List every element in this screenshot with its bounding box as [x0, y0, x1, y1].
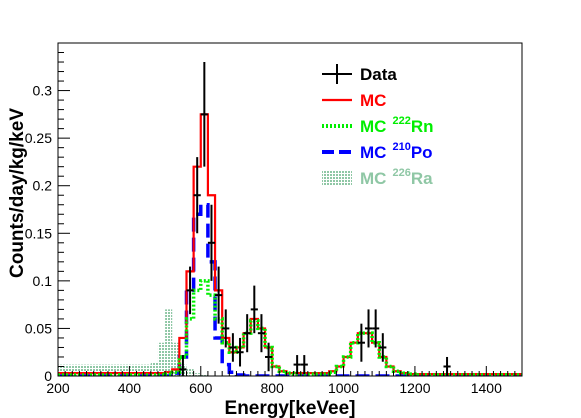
y-axis-title: Counts/day/kg/keV	[7, 108, 28, 278]
data-point	[222, 309, 230, 348]
y-tick-label: 0.2	[33, 178, 53, 194]
legend-label: MC	[360, 91, 386, 110]
data-point	[443, 356, 451, 376]
legend: Data MC MC 222Rn MC 210Po MC 226Ra	[322, 64, 433, 188]
data-point	[236, 337, 244, 367]
data-point	[179, 355, 187, 376]
legend-label: MC 226Ra	[360, 167, 433, 188]
x-tick-label: 600	[189, 380, 213, 396]
x-tick-label: 400	[118, 380, 142, 396]
data-point	[250, 285, 258, 334]
data-point	[372, 309, 380, 348]
y-axis: 0 0.05 0.1 0.15 0.2 0.25 0.3	[25, 42, 70, 384]
y-tick-label: 0	[44, 368, 52, 384]
y-tick-label: 0.05	[25, 320, 52, 336]
x-tick-label: 1400	[471, 380, 502, 396]
x-axis: 200 400 600 800 1000 1200 1400	[46, 366, 523, 396]
plot-frame	[57, 42, 523, 377]
y-tick-label: 0.25	[25, 130, 52, 146]
data-point	[215, 266, 223, 324]
y-tick-label: 0.1	[33, 273, 53, 289]
data-point	[265, 342, 273, 372]
legend-item-data: Data	[322, 64, 397, 84]
legend-item-mc_rn222: MC 222Rn	[322, 115, 433, 136]
x-tick-label: 1200	[399, 380, 430, 396]
data-point	[364, 309, 373, 348]
data-point	[193, 157, 201, 234]
legend-item-mc_po210: MC 210Po	[322, 141, 433, 162]
x-tick-label: 800	[260, 380, 284, 396]
data-point	[293, 355, 301, 375]
legend-item-mc: MC	[322, 91, 386, 110]
plot-background	[58, 43, 522, 376]
y-tick-label: 0.15	[25, 225, 52, 241]
legend-marker	[322, 170, 352, 186]
data-point	[257, 314, 266, 353]
x-axis-title: Energy[keVee]	[225, 398, 356, 418]
data-point	[379, 333, 387, 362]
y-tick-label: 0.3	[33, 83, 53, 99]
data-point	[300, 355, 308, 375]
data-point	[357, 323, 365, 362]
legend-label: MC 210Po	[360, 141, 433, 162]
x-tick-label: 1000	[328, 380, 359, 396]
legend-label: MC 222Rn	[360, 115, 433, 136]
x-tick-label: 200	[46, 380, 70, 396]
data-point	[229, 333, 237, 362]
legend-item-mc_ra226: MC 226Ra	[322, 167, 433, 188]
data-point	[200, 62, 208, 167]
data-point	[243, 314, 251, 353]
data-point	[186, 266, 194, 315]
legend-label: Data	[360, 65, 397, 84]
data-point	[207, 204, 216, 281]
series-mc-ra226	[58, 309, 522, 376]
